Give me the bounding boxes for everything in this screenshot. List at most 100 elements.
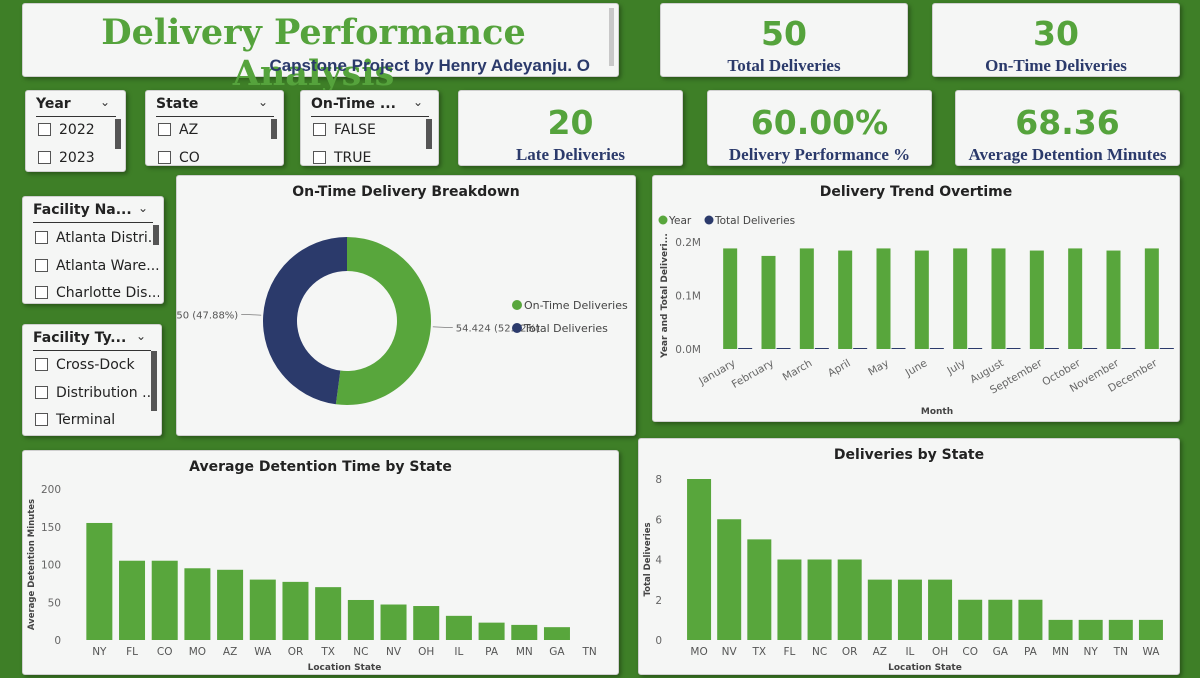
- slicer-item-facility[interactable]: Charlotte Dis...: [35, 285, 159, 301]
- y-tick-label: 0.2M: [675, 237, 701, 249]
- chevron-down-icon[interactable]: ⌄: [100, 95, 111, 109]
- x-axis-label: Location State: [308, 663, 382, 673]
- bar: [543, 627, 570, 640]
- title-scrollbar[interactable]: [609, 8, 614, 66]
- bar: [1078, 619, 1103, 640]
- chart-title: Delivery Trend Overtime: [819, 184, 1013, 200]
- facility-type-slicer[interactable]: Facility Ty... ⌄ Cross-Dock Distribution…: [22, 324, 162, 436]
- slicer-item-false[interactable]: FALSE: [313, 122, 376, 138]
- bar: [1138, 619, 1163, 640]
- x-tick-label: IL: [905, 646, 914, 658]
- slicer-item-true[interactable]: TRUE: [313, 150, 371, 165]
- checkbox-icon[interactable]: [35, 386, 48, 399]
- checkbox-icon[interactable]: [35, 286, 48, 299]
- checkbox-icon[interactable]: [35, 358, 48, 371]
- slicer-scrollbar[interactable]: [153, 225, 159, 245]
- bar: [814, 348, 829, 349]
- trend-chart: Year Total Deliveries 0.0M 0.1M 0.2M Year and…: [658, 215, 1174, 417]
- bar: [717, 519, 742, 640]
- bar: [897, 579, 922, 640]
- slicer-scrollbar[interactable]: [151, 351, 157, 411]
- slicer-item-facility[interactable]: Atlanta Distri...: [35, 230, 159, 246]
- state-slicer[interactable]: State ⌄ AZ CO: [145, 90, 284, 166]
- slicer-item-facility-type[interactable]: Cross-Dock: [35, 357, 157, 373]
- slicer-item-co[interactable]: CO: [158, 150, 200, 165]
- slicer-item-2023[interactable]: 2023: [38, 150, 95, 166]
- x-tick-label: NC: [812, 646, 827, 658]
- slicer-item-facility-type[interactable]: Distribution ...: [35, 385, 157, 401]
- checkbox-icon[interactable]: [38, 123, 51, 136]
- kpi-on-time-deliveries: 30 On-Time Deliveries: [932, 3, 1180, 77]
- chart-title: Average Detention Time by State: [189, 459, 452, 475]
- year-slicer[interactable]: Year ⌄ 2022 2023: [25, 90, 126, 172]
- slicer-item-facility[interactable]: Atlanta Ware...: [35, 258, 159, 274]
- checkbox-icon[interactable]: [35, 259, 48, 272]
- checkbox-icon[interactable]: [158, 123, 171, 136]
- x-tick-label: WA: [254, 646, 272, 658]
- slicer-item-az[interactable]: AZ: [158, 122, 198, 138]
- x-tick-label: March: [781, 357, 815, 383]
- bar: [777, 559, 802, 640]
- on-time-slicer[interactable]: On-Time ... ⌄ FALSE TRUE: [300, 90, 439, 166]
- checkbox-icon[interactable]: [35, 413, 48, 426]
- donut-chart: 54.424 (52.12%) 50 (47.88%) On-Time Delive…: [177, 237, 628, 405]
- kpi-label: Delivery Performance %: [728, 145, 911, 164]
- x-tick-label: NV: [386, 646, 402, 658]
- y-tick-label: 2: [655, 595, 662, 607]
- deliveries-state-chart-card: Deliveries by State 0 2 4 6 8 Total Deliverie…: [638, 438, 1180, 675]
- checkbox-icon[interactable]: [158, 151, 171, 164]
- x-tick-label: GA: [549, 646, 565, 658]
- legend-entry: Total Deliveries: [523, 322, 608, 335]
- detention-chart-card: Average Detention Time by State 0 50 100 15…: [22, 450, 619, 675]
- facility-name-slicer[interactable]: Facility Na... ⌄ Atlanta Distri... Atlan…: [22, 196, 164, 304]
- checkbox-icon[interactable]: [38, 151, 51, 164]
- slicer-scrollbar[interactable]: [271, 119, 277, 139]
- x-tick-label: CO: [157, 646, 173, 658]
- x-tick-label: NY: [92, 646, 107, 658]
- slicer-item-2022[interactable]: 2022: [38, 122, 95, 138]
- bar: [1083, 348, 1098, 349]
- x-axis-label: Month: [921, 407, 953, 417]
- x-tick-label: OH: [418, 646, 434, 658]
- checkbox-icon[interactable]: [35, 231, 48, 244]
- kpi-value: 30: [1033, 14, 1079, 53]
- chart-title: On-Time Delivery Breakdown: [292, 184, 520, 200]
- bar: [86, 522, 113, 640]
- y-tick-label: 100: [41, 560, 61, 572]
- slicer-item-facility-type[interactable]: Terminal: [35, 412, 157, 428]
- legend-marker: [512, 300, 522, 310]
- bar: [958, 599, 983, 640]
- x-tick-label: OR: [842, 646, 858, 658]
- chevron-down-icon[interactable]: ⌄: [138, 201, 149, 215]
- kpi-delivery-performance: 60.00% Delivery Performance %: [707, 90, 932, 166]
- chevron-down-icon[interactable]: ⌄: [413, 95, 424, 109]
- bar: [914, 250, 929, 349]
- legend-marker: [512, 323, 522, 333]
- x-tick-label: TN: [1113, 646, 1128, 658]
- data-label: 50 (47.88%): [177, 310, 238, 321]
- x-tick-label: OR: [288, 646, 304, 658]
- x-tick-label: TN: [582, 646, 597, 658]
- donut-chart-card: On-Time Delivery Breakdown 54.424 (52.12…: [176, 175, 636, 436]
- bar: [249, 579, 276, 640]
- checkbox-icon[interactable]: [313, 123, 326, 136]
- checkbox-icon[interactable]: [313, 151, 326, 164]
- bar: [445, 615, 472, 640]
- y-axis-label: Average Detention Minutes: [27, 499, 37, 630]
- chevron-down-icon[interactable]: ⌄: [136, 329, 147, 343]
- slicer-scrollbar[interactable]: [426, 119, 432, 149]
- y-tick-label: 0: [54, 635, 61, 647]
- bar: [988, 599, 1013, 640]
- bar: [891, 348, 906, 349]
- legend-marker: [658, 215, 668, 225]
- title-card: Delivery Performance Analysis Capstone P…: [22, 3, 619, 94]
- slicer-scrollbar[interactable]: [115, 119, 121, 149]
- y-tick-label: 6: [655, 514, 662, 526]
- bar: [184, 568, 211, 640]
- detention-chart: 0 50 100 150 200 Average Detention Minutes NY F…: [27, 484, 597, 673]
- bar: [217, 569, 244, 640]
- bar: [1006, 348, 1021, 349]
- bar: [723, 248, 738, 349]
- chevron-down-icon[interactable]: ⌄: [258, 95, 269, 109]
- y-tick-label: 0: [655, 635, 662, 647]
